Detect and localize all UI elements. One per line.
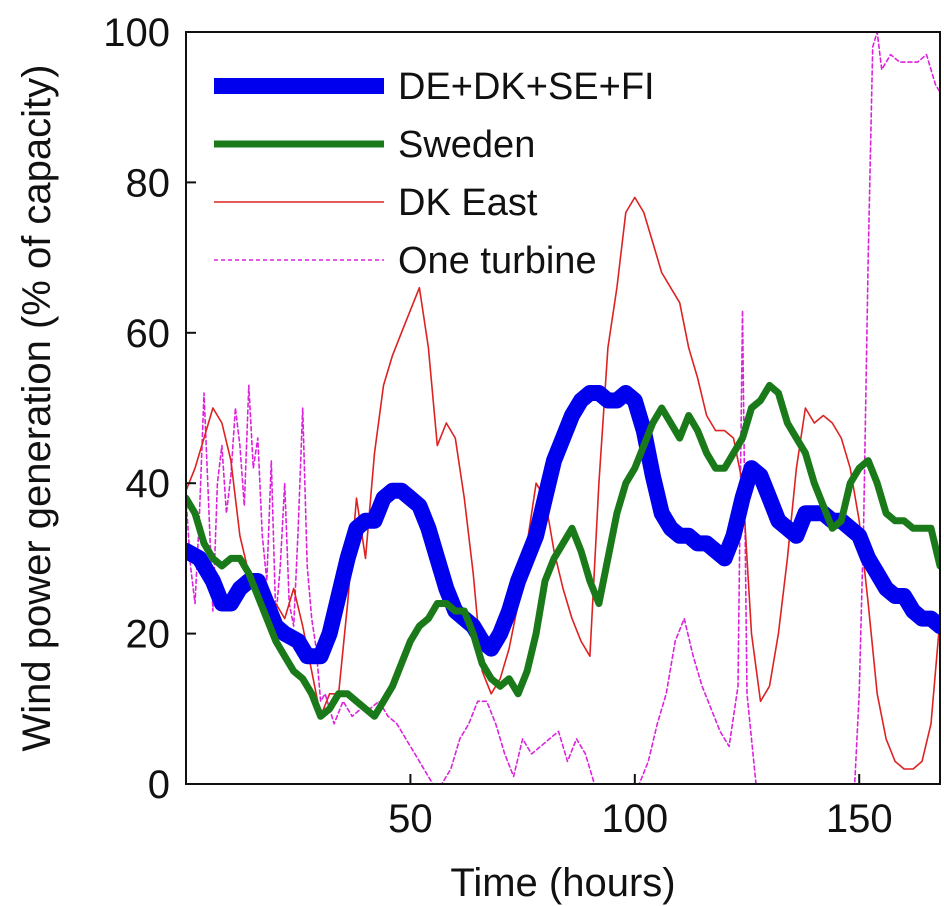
plot-frame [185, 31, 941, 785]
y-axis: 0 20 40 60 80 100 [103, 11, 196, 807]
x-tick-label: 50 [388, 797, 433, 841]
legend: DE+DK+SE+FI Sweden DK East One turbine [214, 66, 655, 282]
y-axis-label: Wind power generation (% of capacity) [15, 65, 59, 752]
x-tick-label: 150 [826, 797, 893, 841]
y-tick-label: 20 [126, 613, 171, 657]
series-line-de-dk-se-fi [186, 385, 940, 665]
y-tick-label: 0 [148, 763, 170, 807]
y-tick-label: 100 [103, 11, 170, 55]
legend-label: DE+DK+SE+FI [398, 66, 655, 108]
legend-label: DK East [398, 182, 538, 224]
series-line-sweden [186, 381, 940, 720]
x-axis-label: Time (hours) [450, 861, 675, 905]
series-line-dk-east [186, 196, 940, 770]
y-tick-label: 40 [126, 462, 171, 506]
x-axis: 50 100 150 [388, 774, 893, 841]
legend-label: One turbine [398, 240, 597, 282]
y-tick-label: 60 [126, 312, 171, 356]
legend-label: Sweden [398, 124, 535, 166]
x-tick-label: 100 [601, 797, 668, 841]
y-tick-label: 80 [126, 161, 171, 205]
